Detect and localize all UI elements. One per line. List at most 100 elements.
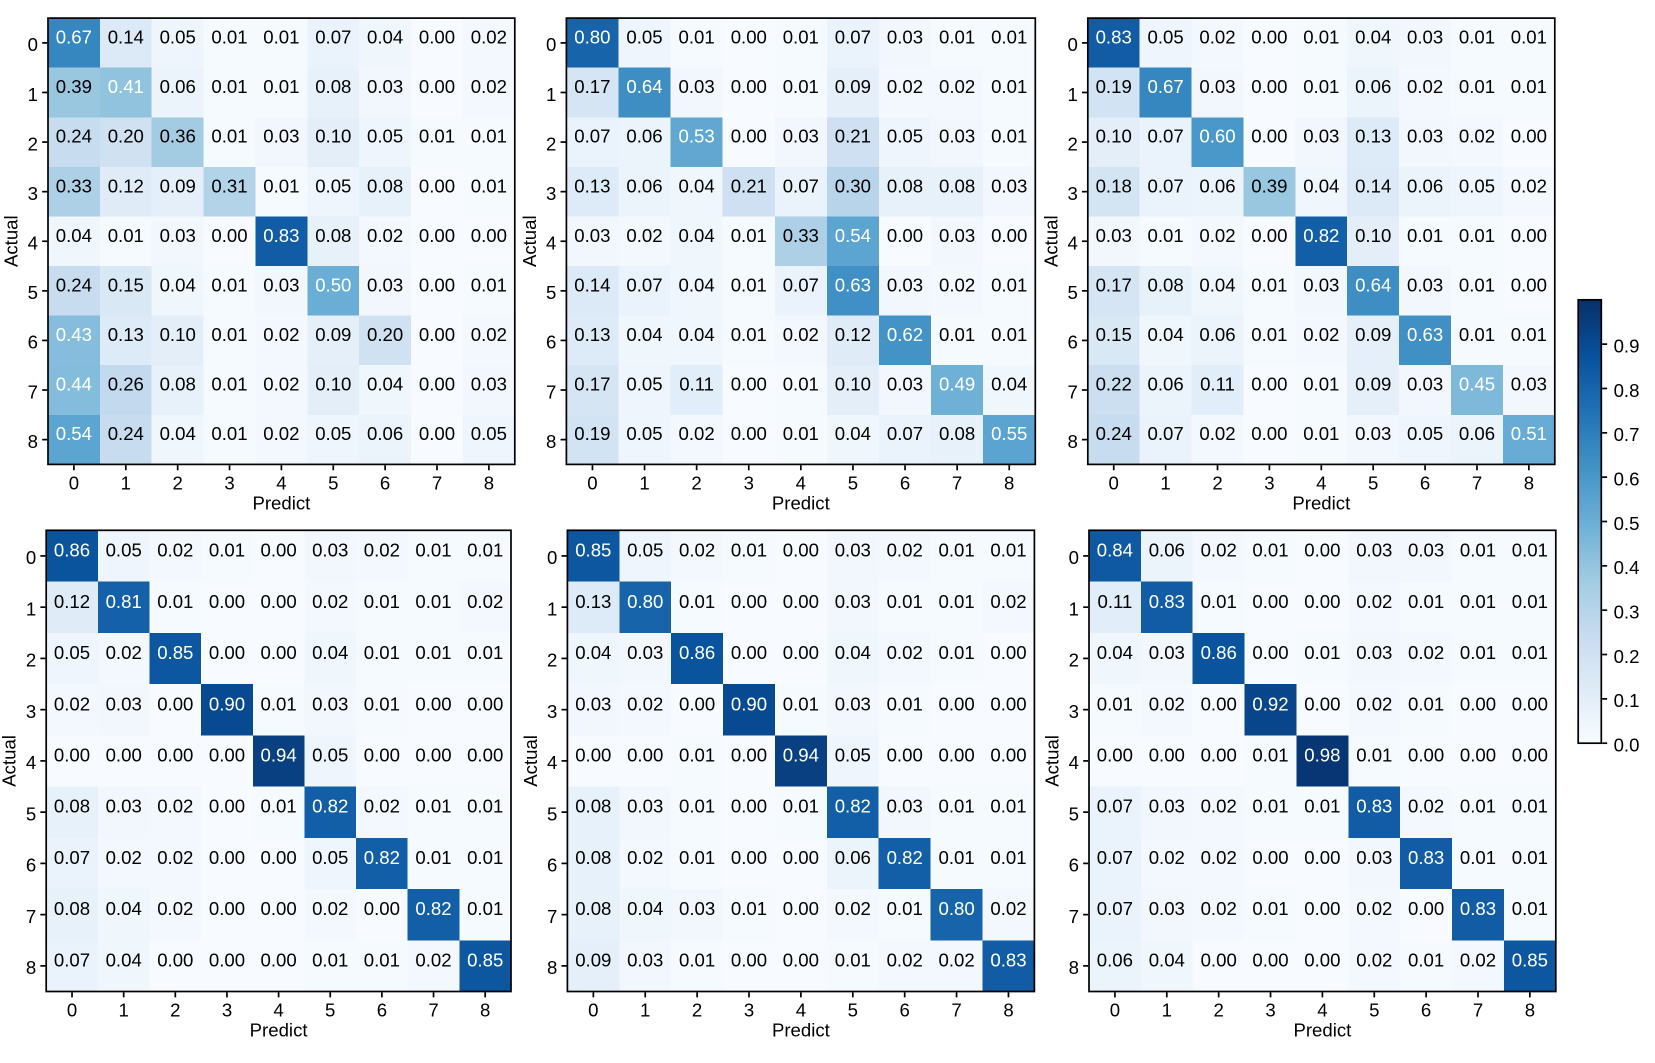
svg-text:0.00: 0.00 xyxy=(1252,591,1288,612)
svg-text:0.20: 0.20 xyxy=(367,324,403,345)
svg-text:0.04: 0.04 xyxy=(312,642,348,663)
svg-text:0.00: 0.00 xyxy=(209,745,245,766)
svg-text:7: 7 xyxy=(952,472,962,493)
svg-text:0.04: 0.04 xyxy=(626,324,662,345)
svg-text:0.09: 0.09 xyxy=(1355,374,1391,395)
svg-text:0.00: 0.00 xyxy=(1149,745,1185,766)
svg-text:0.02: 0.02 xyxy=(1149,847,1185,868)
svg-text:0.82: 0.82 xyxy=(835,796,871,817)
svg-text:0.01: 0.01 xyxy=(679,745,715,766)
svg-text:0.02: 0.02 xyxy=(1201,847,1237,868)
svg-text:0.01: 0.01 xyxy=(211,423,247,444)
svg-text:0.01: 0.01 xyxy=(991,274,1027,295)
svg-text:0.19: 0.19 xyxy=(1096,76,1132,97)
svg-text:0.07: 0.07 xyxy=(54,847,90,868)
svg-text:0.00: 0.00 xyxy=(1304,540,1340,561)
svg-text:0.09: 0.09 xyxy=(315,324,351,345)
svg-text:0.02: 0.02 xyxy=(471,324,507,345)
svg-text:0.01: 0.01 xyxy=(1252,745,1288,766)
svg-text:0.03: 0.03 xyxy=(367,274,403,295)
svg-text:0.49: 0.49 xyxy=(939,374,975,395)
svg-text:0.02: 0.02 xyxy=(1199,225,1235,246)
svg-text:0.02: 0.02 xyxy=(626,225,662,246)
svg-text:0.03: 0.03 xyxy=(1511,374,1547,395)
svg-text:0.01: 0.01 xyxy=(678,27,714,48)
svg-text:0.02: 0.02 xyxy=(627,847,663,868)
svg-text:1: 1 xyxy=(639,472,649,493)
svg-text:Predict: Predict xyxy=(250,1020,309,1041)
svg-text:0.03: 0.03 xyxy=(887,796,923,817)
svg-text:0.01: 0.01 xyxy=(1511,27,1547,48)
svg-text:0.01: 0.01 xyxy=(1512,847,1548,868)
svg-text:0.02: 0.02 xyxy=(1511,175,1547,196)
svg-text:0.01: 0.01 xyxy=(783,76,819,97)
svg-text:0.06: 0.06 xyxy=(367,423,403,444)
svg-text:0.01: 0.01 xyxy=(467,540,503,561)
svg-text:0.04: 0.04 xyxy=(1147,324,1183,345)
svg-text:0.00: 0.00 xyxy=(419,274,455,295)
svg-text:0.00: 0.00 xyxy=(990,745,1026,766)
svg-text:0.00: 0.00 xyxy=(1304,950,1340,971)
svg-text:7: 7 xyxy=(432,472,442,493)
svg-text:0.01: 0.01 xyxy=(991,126,1027,147)
svg-text:0.01: 0.01 xyxy=(1460,540,1496,561)
svg-text:1: 1 xyxy=(28,84,38,105)
svg-text:0.17: 0.17 xyxy=(1096,274,1132,295)
svg-text:0.02: 0.02 xyxy=(627,693,663,714)
svg-text:0: 0 xyxy=(67,1000,77,1021)
svg-text:1: 1 xyxy=(640,1000,650,1021)
svg-text:0.01: 0.01 xyxy=(211,324,247,345)
svg-text:Predict: Predict xyxy=(252,492,311,513)
svg-text:0.01: 0.01 xyxy=(679,796,715,817)
svg-text:0.05: 0.05 xyxy=(1147,27,1183,48)
svg-text:0.01: 0.01 xyxy=(263,175,299,196)
svg-text:0.08: 0.08 xyxy=(887,175,923,196)
svg-text:0.00: 0.00 xyxy=(415,745,451,766)
svg-text:0.00: 0.00 xyxy=(419,175,455,196)
svg-text:0.00: 0.00 xyxy=(731,423,767,444)
svg-text:0.00: 0.00 xyxy=(887,225,923,246)
svg-text:0.00: 0.00 xyxy=(731,27,767,48)
svg-text:0.10: 0.10 xyxy=(1096,126,1132,147)
svg-text:0.01: 0.01 xyxy=(1303,27,1339,48)
svg-text:0.02: 0.02 xyxy=(1356,898,1392,919)
svg-text:0.02: 0.02 xyxy=(157,898,193,919)
svg-text:0.01: 0.01 xyxy=(467,642,503,663)
svg-text:0.05: 0.05 xyxy=(1459,175,1495,196)
svg-text:0.82: 0.82 xyxy=(415,898,451,919)
svg-text:0.00: 0.00 xyxy=(731,642,767,663)
svg-text:0.01: 0.01 xyxy=(1460,847,1496,868)
svg-text:0.53: 0.53 xyxy=(678,126,714,147)
svg-text:0.02: 0.02 xyxy=(887,950,923,971)
svg-text:0.04: 0.04 xyxy=(678,274,714,295)
svg-text:0.01: 0.01 xyxy=(467,847,503,868)
svg-text:0.03: 0.03 xyxy=(1356,847,1392,868)
svg-text:0.01: 0.01 xyxy=(471,175,507,196)
svg-text:0.02: 0.02 xyxy=(367,225,403,246)
svg-text:2: 2 xyxy=(546,133,556,154)
svg-text:0.13: 0.13 xyxy=(574,175,610,196)
svg-text:0.00: 0.00 xyxy=(990,693,1026,714)
svg-text:0.02: 0.02 xyxy=(312,898,348,919)
svg-text:0.02: 0.02 xyxy=(939,274,975,295)
svg-text:0.00: 0.00 xyxy=(627,745,663,766)
svg-text:0.06: 0.06 xyxy=(1199,175,1235,196)
svg-text:0.00: 0.00 xyxy=(1252,950,1288,971)
svg-text:2: 2 xyxy=(1069,650,1079,671)
svg-text:0.01: 0.01 xyxy=(939,324,975,345)
svg-text:0.06: 0.06 xyxy=(1355,76,1391,97)
svg-text:0.02: 0.02 xyxy=(157,540,193,561)
svg-text:0.07: 0.07 xyxy=(1147,423,1183,444)
svg-text:0.01: 0.01 xyxy=(1459,324,1495,345)
svg-text:0.01: 0.01 xyxy=(1251,274,1287,295)
svg-text:0.05: 0.05 xyxy=(626,423,662,444)
svg-text:0: 0 xyxy=(1110,1000,1120,1021)
svg-text:0.02: 0.02 xyxy=(1408,642,1444,663)
svg-text:7: 7 xyxy=(1473,1000,1483,1021)
svg-text:5: 5 xyxy=(1369,1000,1379,1021)
svg-text:7: 7 xyxy=(1472,472,1482,493)
svg-text:0.03: 0.03 xyxy=(1408,540,1444,561)
svg-text:0.00: 0.00 xyxy=(260,591,296,612)
svg-text:4: 4 xyxy=(796,1000,806,1021)
svg-text:0.02: 0.02 xyxy=(939,76,975,97)
